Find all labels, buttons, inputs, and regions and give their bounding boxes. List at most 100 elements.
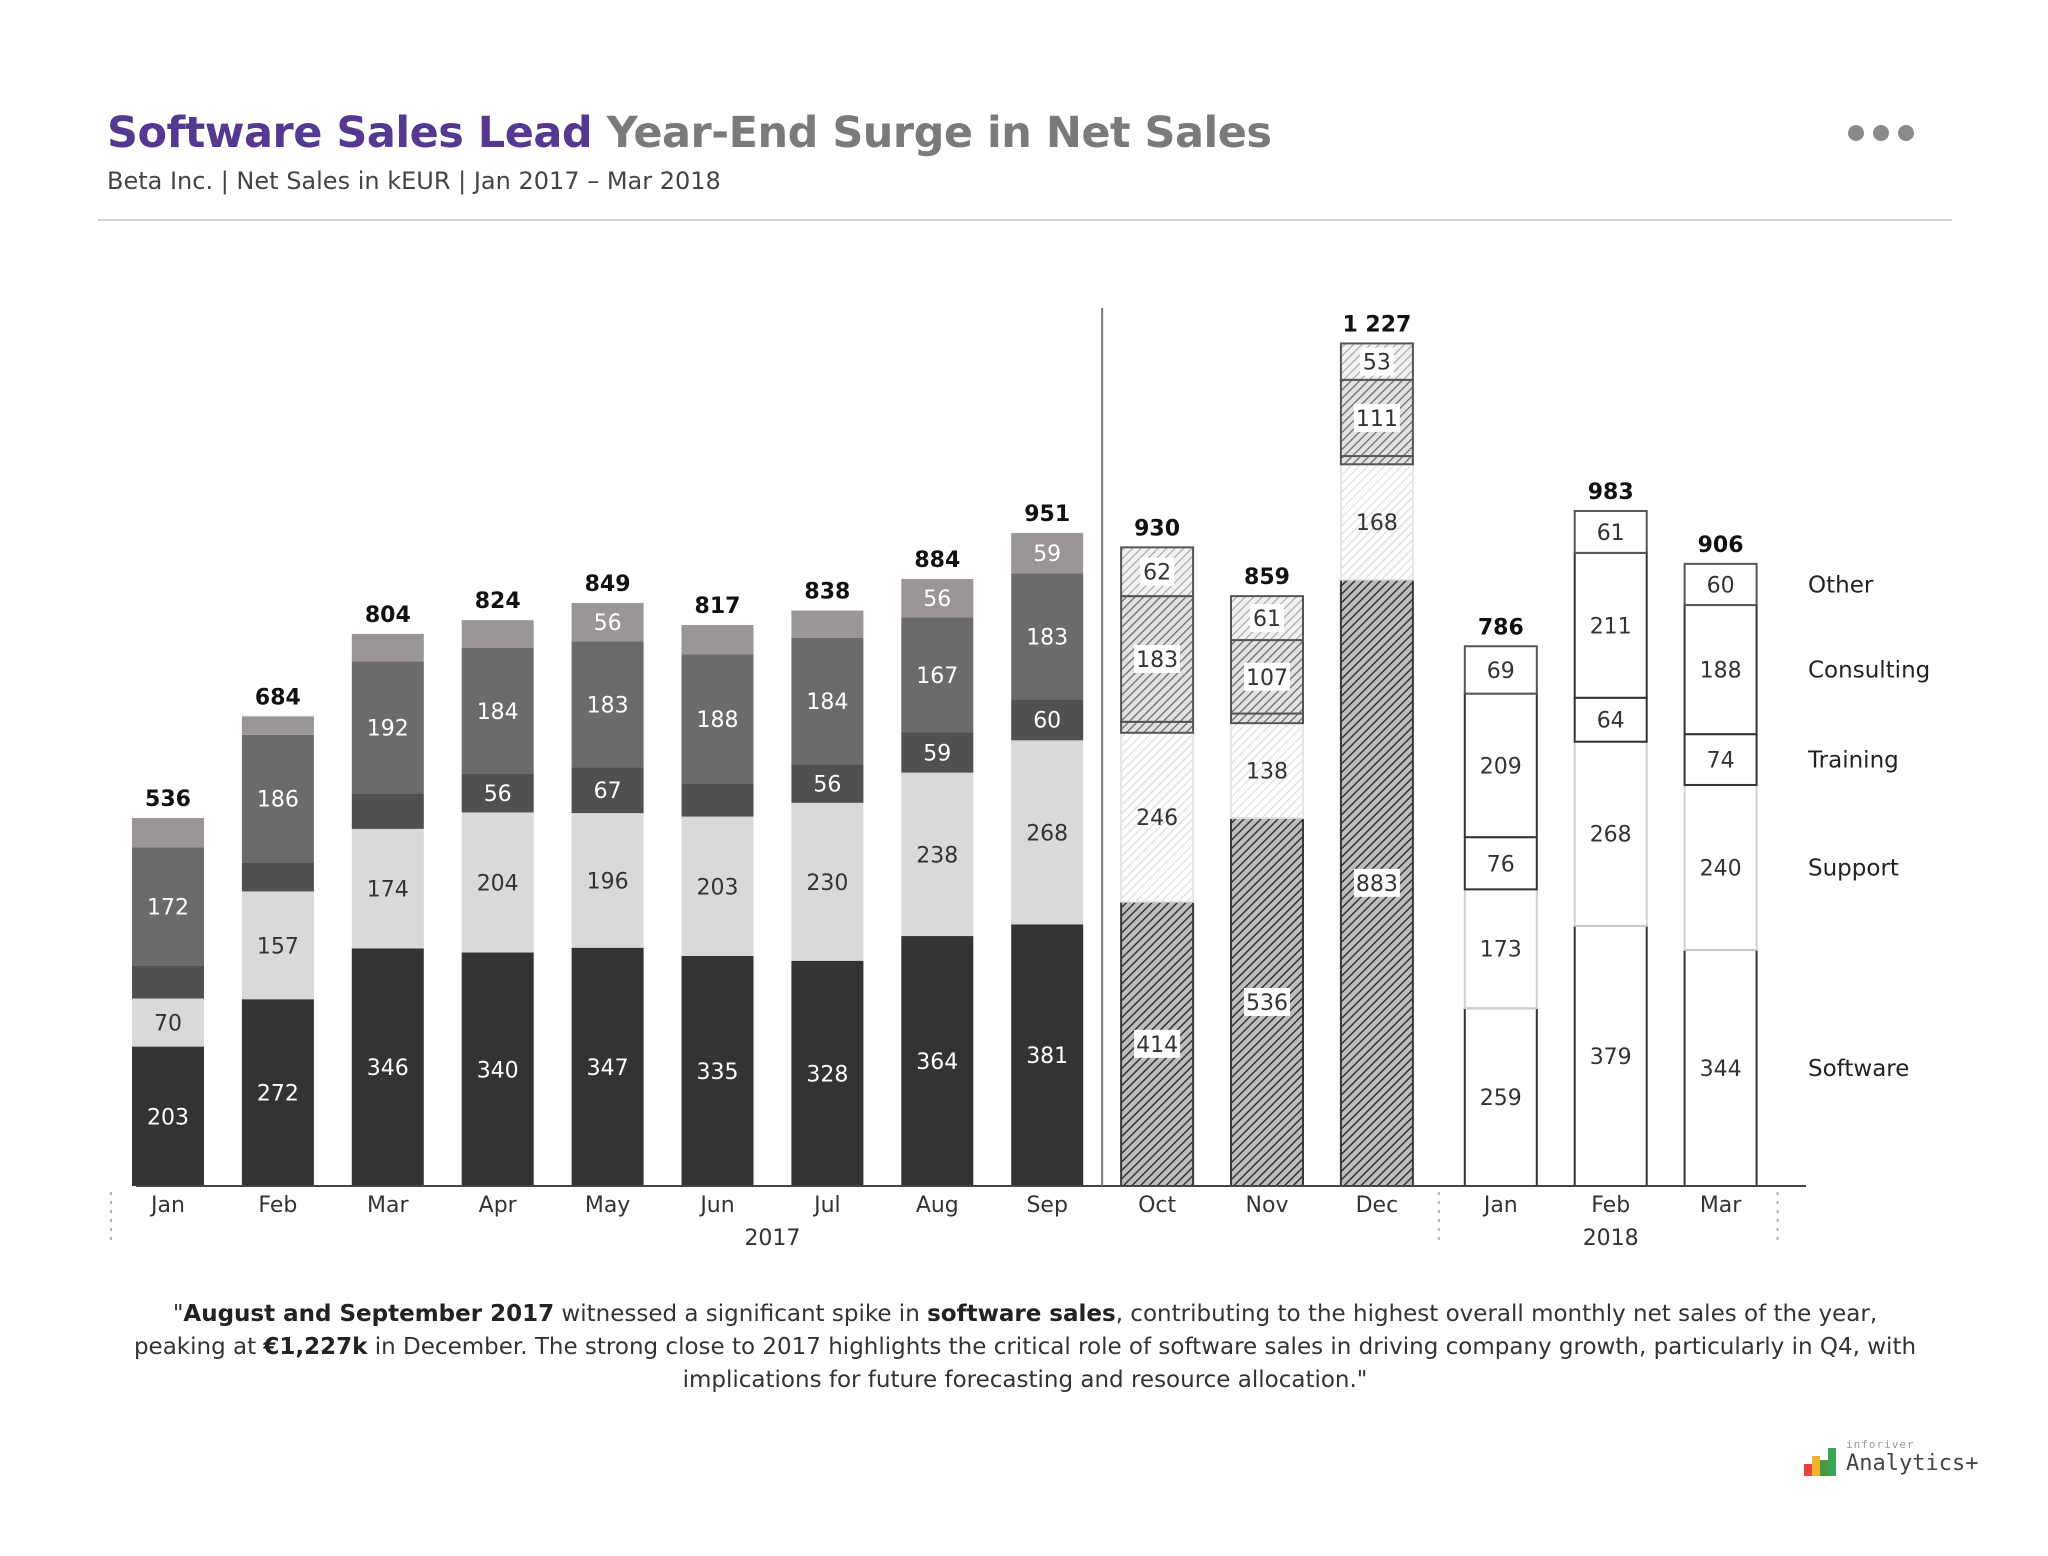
segment-value-label: 340: [477, 1058, 519, 1083]
segment-value-label: 209: [1480, 754, 1522, 779]
segment-value-label: 328: [806, 1062, 848, 1087]
segment-value-label: 268: [1590, 823, 1632, 848]
x-tick-label: Apr: [479, 1193, 518, 1218]
logo-bar: [1828, 1448, 1836, 1476]
bar-segment-consulting: [681, 654, 754, 784]
segment-value-label: 59: [923, 741, 951, 766]
total-value-label: 817: [695, 594, 741, 619]
segment-value-label: 61: [1597, 521, 1625, 546]
x-tick-label: Jan: [1482, 1193, 1518, 1218]
bar-segment-software: [1573, 924, 1648, 1188]
bar-segment-support: [1339, 463, 1414, 581]
bar-segment-other: [1463, 645, 1538, 695]
bar-segment-other: [132, 817, 204, 848]
segment-value-label: 259: [1480, 1086, 1522, 1111]
bar-segment-training: [791, 764, 864, 803]
total-value-label: 884: [914, 548, 960, 573]
segment-value-label: 173: [1480, 938, 1522, 963]
segment-value-label: 335: [697, 1060, 739, 1085]
bar-segment-support: [351, 828, 424, 949]
segment-value-label: 184: [477, 700, 519, 725]
bar-segment-other: [901, 578, 974, 618]
bar-segment-support: [681, 816, 754, 956]
x-tick-label: Mar: [367, 1193, 409, 1218]
x-tick-label: Aug: [916, 1193, 959, 1218]
title-accent: Software Sales Lead: [107, 108, 593, 158]
year-label: 2018: [1583, 1226, 1639, 1251]
total-value-label: 804: [365, 603, 411, 628]
x-axis: Jan Feb Mar Apr May Jun Jul Aug Sep Oct Nov Dec Jan F…: [110, 308, 1806, 1251]
bar-segment-other: [1230, 595, 1304, 642]
bar-segment-software: [241, 999, 314, 1186]
segment-value-label: 76: [1487, 852, 1515, 877]
label-backdrop: [1359, 347, 1394, 376]
bar-segment-other: [1683, 562, 1758, 607]
segment-value-label: 196: [587, 869, 629, 894]
segment-value-label: 272: [257, 1082, 299, 1107]
bar-segment-training: [461, 773, 534, 813]
x-tick-label: Dec: [1356, 1193, 1399, 1218]
total-value-label: 838: [804, 580, 850, 605]
logo-bar: [1820, 1460, 1828, 1476]
comment-text: witnessed a significant spike in: [554, 1301, 928, 1327]
bar-segment-consulting: [901, 617, 974, 733]
bar-segment-software: [132, 1046, 204, 1186]
stacked-bar-chart: 203 70 172 536 272 157 186 684 346 174 192 804 340 20…: [110, 308, 1930, 1251]
more-options-icon[interactable]: [1848, 122, 1920, 144]
segment-value-label: 414: [1136, 1033, 1178, 1058]
total-value-label: 824: [475, 589, 521, 614]
total-value-label: 536: [145, 787, 191, 812]
bar-segment-training: [1683, 733, 1758, 786]
quote-mark: ": [172, 1301, 184, 1327]
segment-value-label: 536: [1246, 991, 1288, 1016]
segment-value-label: 203: [147, 1105, 189, 1130]
header-divider: [98, 219, 1952, 221]
x-tick-label: Oct: [1138, 1193, 1176, 1218]
bar-segment-consulting: [1463, 692, 1538, 839]
bar-segment-other: [1011, 532, 1084, 574]
bar-segment-training: [1120, 720, 1195, 734]
segment-value-label: 60: [1033, 709, 1061, 734]
bar-segment-support: [1230, 722, 1304, 819]
segment-value-label: 111: [1356, 407, 1398, 432]
segment-value-label: 883: [1356, 872, 1398, 897]
segment-value-label: 167: [916, 664, 958, 689]
segment-value-label: 364: [916, 1050, 958, 1075]
dot: [1848, 125, 1864, 141]
segment-value-label: 344: [1700, 1057, 1742, 1082]
bar-segment-software: [791, 960, 864, 1186]
bar-segment-software: [681, 955, 754, 1186]
bar-segment-consulting: [241, 734, 314, 863]
segment-value-label: 192: [367, 716, 409, 741]
comment-emphasis: August and September 2017: [183, 1301, 555, 1327]
segment-value-label: 107: [1246, 666, 1288, 691]
segment-value-label: 64: [1597, 709, 1625, 734]
bar-segment-support: [791, 802, 864, 961]
bar-segment-software: [351, 948, 424, 1186]
segment-value-label: 381: [1026, 1044, 1068, 1069]
bar-segment-consulting: [461, 647, 534, 774]
x-tick-label: Mar: [1700, 1193, 1742, 1218]
bar-segment-support: [241, 891, 314, 1000]
insight-comment: "August and September 2017 witnessed a s…: [130, 1298, 1920, 1397]
segment-value-label: 204: [477, 871, 519, 896]
logo-brand-name: Analytics+: [1846, 1451, 1979, 1476]
bar-segment-training: [351, 793, 424, 829]
x-tick-label: Feb: [1591, 1193, 1630, 1218]
segment-value-label: 56: [813, 773, 841, 798]
page-title: Software Sales Lead Year-End Surge in Ne…: [107, 108, 1272, 158]
total-value-label: 849: [585, 572, 631, 597]
bar-segment-training: [1463, 836, 1538, 891]
segment-value-label: 347: [587, 1056, 629, 1081]
page-subtitle: Beta Inc. | Net Sales in kEUR | Jan 2017…: [107, 167, 721, 195]
bar-segment-training: [901, 732, 974, 773]
bar-segment-consulting: [1683, 604, 1758, 736]
legend-item-training: Training: [1807, 748, 1899, 774]
segment-value-label: 188: [1700, 659, 1742, 684]
segment-value-label: 172: [147, 896, 189, 921]
bar-segment-training: [132, 965, 204, 999]
segment-value-label: 69: [1487, 659, 1515, 684]
segment-value-label: 379: [1590, 1045, 1632, 1070]
bar-segment-other: [461, 620, 534, 648]
segment-value-label: 183: [1026, 625, 1068, 650]
